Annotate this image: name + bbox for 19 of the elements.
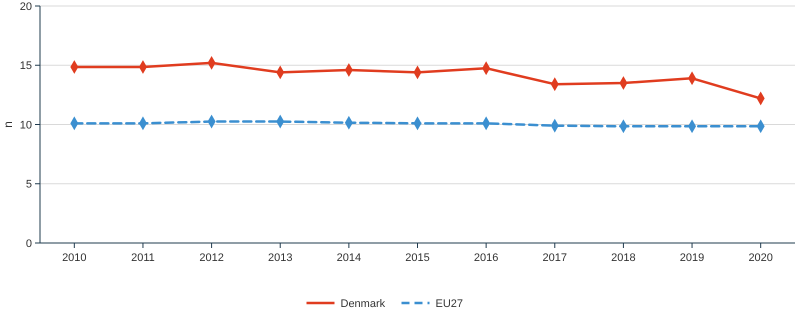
- legend-label: Denmark: [340, 298, 386, 310]
- x-tick-label: 2015: [405, 252, 430, 264]
- x-tick-label: 2019: [680, 252, 704, 264]
- x-tick-label: 2014: [336, 252, 362, 264]
- y-tick-label: 20: [20, 0, 32, 13]
- y-tick-label: 10: [20, 119, 32, 132]
- x-tick-label: 2018: [611, 252, 636, 264]
- y-tick-label: 5: [26, 178, 32, 191]
- x-tick-label: 2010: [62, 252, 87, 264]
- legend-label: EU27: [436, 298, 464, 310]
- x-tick-label: 2011: [131, 252, 155, 264]
- y-tick-label: 15: [20, 60, 32, 72]
- y-tick-label: 0: [26, 238, 32, 250]
- x-tick-label: 2012: [199, 252, 224, 264]
- x-tick-label: 2020: [748, 252, 773, 264]
- x-tick-label: 2017: [542, 252, 568, 264]
- y-axis-title: n: [1, 121, 15, 128]
- x-tick-label: 2013: [268, 252, 292, 264]
- x-tick-label: 2016: [474, 252, 498, 264]
